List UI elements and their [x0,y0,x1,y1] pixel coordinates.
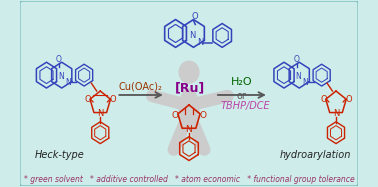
Text: Cu(OAc)₂: Cu(OAc)₂ [119,81,163,91]
Text: N: N [303,78,308,87]
Text: TBHP/DCE: TBHP/DCE [221,101,270,111]
Text: N: N [58,72,64,81]
Text: O: O [56,55,62,64]
Text: N: N [65,78,71,87]
Ellipse shape [179,89,199,127]
Text: [Ru]: [Ru] [175,82,205,95]
Text: N: N [333,109,339,118]
Text: O: O [320,95,327,105]
Text: N: N [186,125,192,134]
Text: hydroarylation: hydroarylation [280,150,351,160]
FancyBboxPatch shape [20,1,358,186]
Text: H₂O: H₂O [231,77,253,87]
Text: O: O [192,12,198,21]
Text: O: O [171,111,178,120]
Text: O: O [200,111,207,120]
Text: N: N [296,72,301,81]
Text: O: O [294,55,299,64]
Text: O: O [110,95,116,105]
Text: O: O [84,95,91,105]
Text: O: O [345,95,352,105]
Text: N: N [197,38,204,47]
Text: N: N [97,109,104,118]
Text: * green solvent   * additive controlled   * atom economic   * functional group t: * green solvent * additive controlled * … [23,175,355,184]
Circle shape [179,61,199,83]
Text: N: N [189,31,196,40]
Text: or: or [237,91,247,101]
Text: Heck-type: Heck-type [35,150,85,160]
